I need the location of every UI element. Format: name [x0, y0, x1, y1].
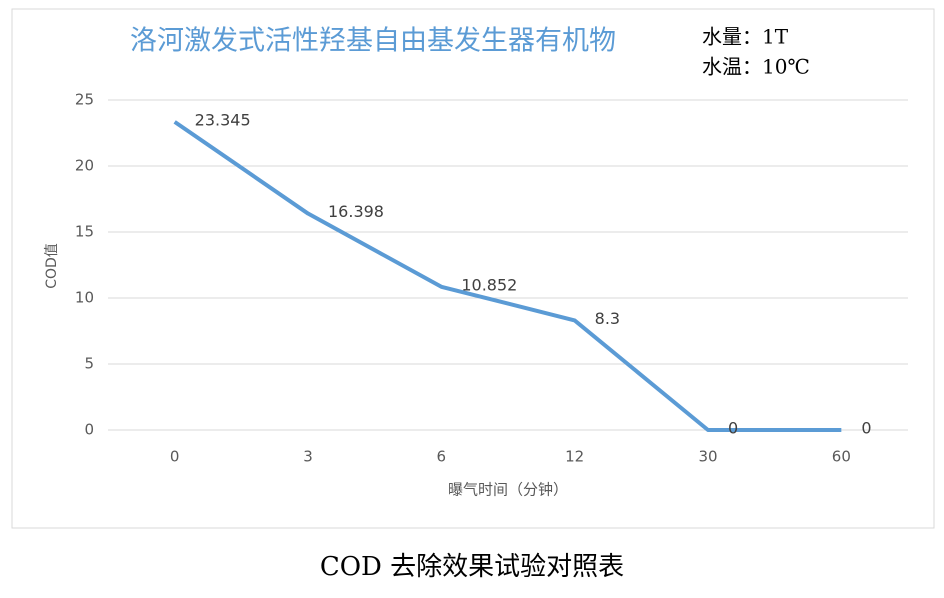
- data-label: 16.398: [328, 202, 384, 221]
- y-tick-label: 10: [75, 289, 94, 307]
- x-tick-label: 60: [832, 448, 851, 466]
- x-tick-label: 12: [565, 448, 584, 466]
- data-label: 8.3: [595, 309, 620, 328]
- data-label: 23.345: [195, 110, 251, 129]
- x-tick-label: 0: [170, 448, 180, 466]
- y-tick-label: 15: [75, 223, 94, 241]
- annotation: 水温：10℃: [702, 55, 810, 79]
- data-label: 0: [728, 419, 738, 438]
- x-axis-label: 曝气时间（分钟）: [448, 481, 568, 499]
- data-label: 10.852: [461, 275, 517, 294]
- annotation-box: [690, 14, 850, 86]
- chart-frame: [11, 8, 935, 529]
- caption: COD 去除效果试验对照表: [320, 552, 624, 582]
- data-label: 0: [861, 419, 871, 438]
- y-tick-label: 5: [84, 355, 94, 373]
- chart-title: 洛河激发式活性羟基自由基发生器有机物: [130, 26, 616, 57]
- data-line: [173, 120, 842, 432]
- annotation: 水量：1T: [702, 25, 789, 49]
- x-tick-label: 6: [437, 448, 447, 466]
- x-tick-label: 30: [698, 448, 717, 466]
- y-tick-label: 25: [75, 91, 94, 109]
- x-tick-label: 3: [303, 448, 313, 466]
- y-tick-label: 20: [75, 157, 94, 175]
- y-axis-label: COD值: [44, 243, 60, 289]
- y-tick-label: 0: [84, 421, 94, 439]
